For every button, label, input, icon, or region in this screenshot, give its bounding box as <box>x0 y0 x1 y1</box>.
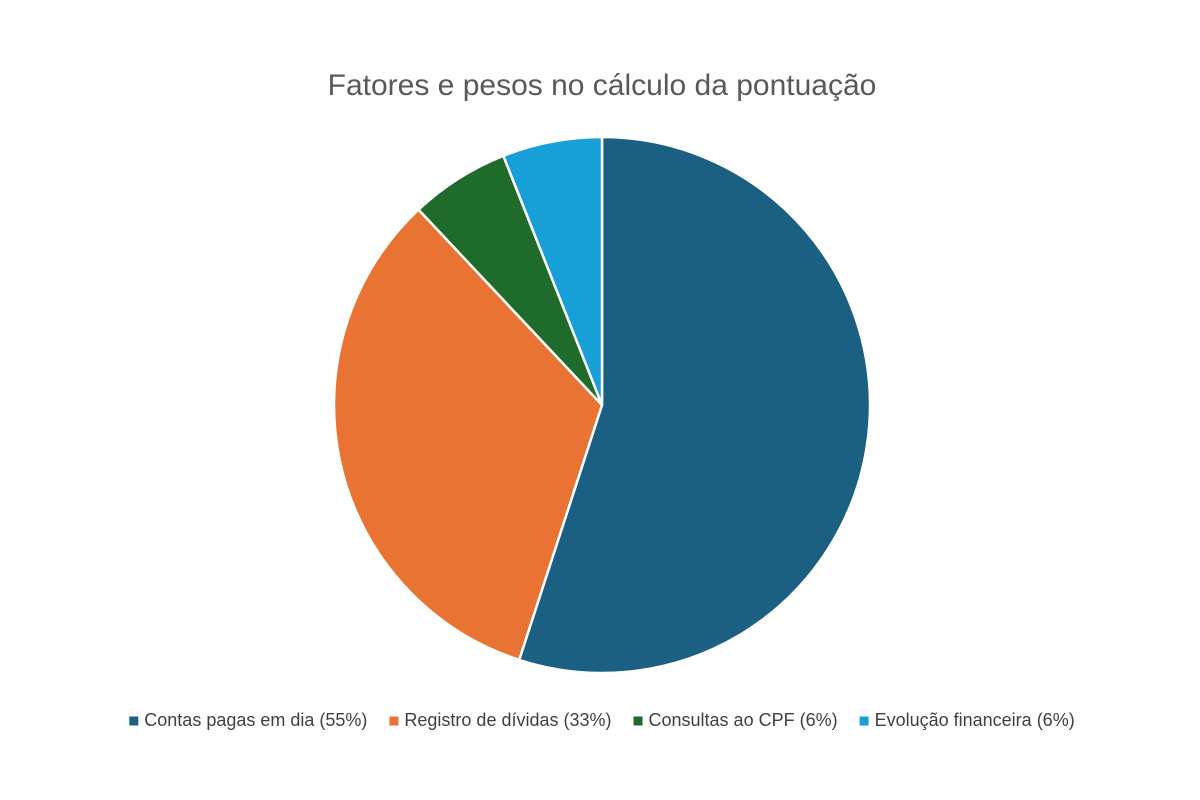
legend-label: Consultas ao CPF (6%) <box>649 710 838 730</box>
legend-swatch <box>633 716 643 726</box>
pie-slice <box>332 207 604 662</box>
pie-slice <box>501 135 604 406</box>
pie-slice <box>517 135 872 675</box>
legend-swatch <box>859 716 869 726</box>
legend-label: Registro de dívidas (33%) <box>404 710 611 730</box>
legend-label: Contas pagas em dia (55%) <box>144 710 367 730</box>
legend-swatch <box>389 716 399 726</box>
chart-title: Fatores e pesos no cálculo da pontuação <box>328 69 877 102</box>
legend-swatch <box>129 716 139 726</box>
legend-label: Evolução financeira (6%) <box>875 710 1075 730</box>
